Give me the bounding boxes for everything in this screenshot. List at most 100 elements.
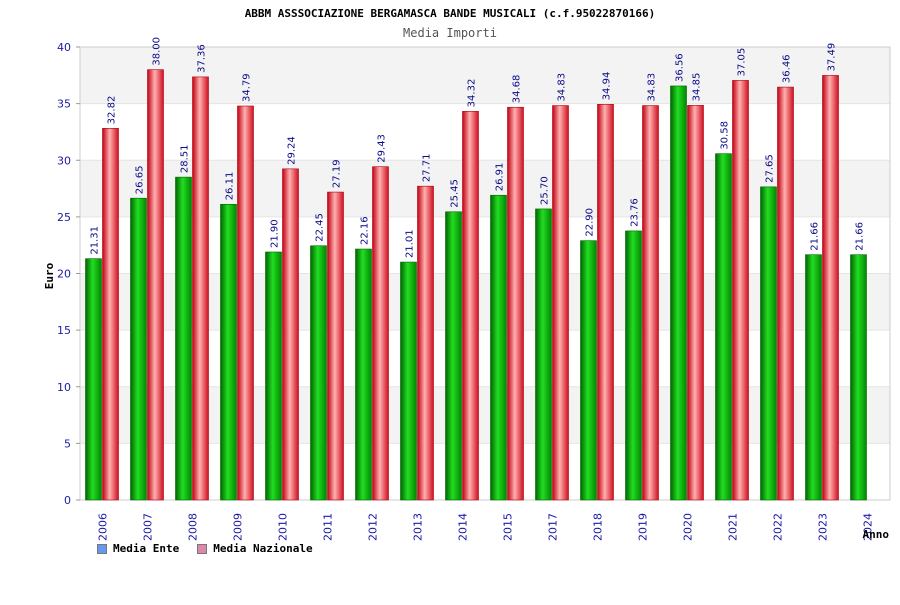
x-tick-label: 2022	[772, 513, 785, 541]
data-label: 32.82	[107, 96, 118, 125]
bar-media-ente	[265, 251, 282, 501]
x-tick-label: 2024	[862, 513, 875, 541]
bar-media-ente	[85, 258, 102, 501]
bar-media-ente	[715, 153, 732, 501]
x-tick-label: 2015	[502, 513, 515, 541]
y-tick-label: 20	[57, 268, 71, 281]
data-label: 34.83	[647, 73, 658, 102]
bar-media-nazionale	[462, 111, 479, 501]
bar-media-nazionale	[147, 69, 164, 501]
chart-subtitle: Media Importi	[403, 26, 497, 40]
data-label: 22.90	[585, 208, 596, 237]
data-label: 36.56	[675, 53, 686, 82]
bar-media-nazionale	[237, 105, 254, 501]
bar-media-ente	[625, 230, 642, 501]
y-axis-label: Euro	[43, 262, 56, 289]
y-tick-label: 25	[57, 211, 71, 224]
x-tick-label: 2017	[547, 513, 560, 541]
x-axis: 2006 2007 2008 2009 2010 2011 2012 2013 2014 2015…	[97, 513, 875, 541]
y-axis: 0 5 10 15 20 25 30 35 40	[57, 41, 80, 507]
data-label: 26.65	[135, 166, 146, 195]
data-label: 34.94	[602, 72, 613, 101]
bar-media-ente	[355, 248, 372, 501]
data-label: 37.36	[197, 44, 208, 73]
x-tick-label: 2009	[232, 513, 245, 541]
bars: 21.31 32.82 26.65 38.00 28.51 37.36 26.11 34.79…	[85, 37, 867, 501]
bar-media-ente	[580, 240, 597, 501]
x-tick-label: 2019	[637, 513, 650, 541]
x-tick-label: 2021	[727, 513, 740, 541]
bar-media-ente	[535, 208, 552, 501]
bar-media-nazionale	[282, 168, 299, 501]
data-label: 37.05	[737, 48, 748, 77]
data-label: 29.24	[287, 136, 298, 165]
data-label: 34.32	[467, 79, 478, 108]
x-tick-label: 2007	[142, 513, 155, 541]
data-label: 21.66	[810, 222, 821, 251]
bar-media-ente	[220, 204, 237, 501]
bar-media-ente	[445, 211, 462, 501]
data-label: 29.43	[377, 134, 388, 163]
x-axis-label: Anno	[863, 528, 890, 541]
x-tick-label: 2006	[97, 513, 110, 541]
data-label: 27.71	[422, 154, 433, 183]
chart-title: ABBM ASSSOCIAZIONE BERGAMASCA BANDE MUSI…	[245, 7, 656, 20]
data-label: 27.19	[332, 159, 343, 188]
bar-media-nazionale	[642, 105, 659, 501]
bar-media-nazionale	[822, 75, 839, 501]
data-label: 25.70	[540, 176, 551, 205]
grid-band	[80, 273, 890, 331]
plot-background	[79, 46, 891, 501]
x-tick-label: 2011	[322, 513, 335, 541]
legend-label-media-ente: Media Ente	[113, 542, 180, 555]
legend-item-media-ente: Media Ente	[97, 542, 179, 555]
y-tick-label: 0	[64, 494, 71, 507]
y-tick-label: 5	[64, 437, 71, 450]
data-label: 36.46	[782, 54, 793, 83]
bar-media-ente	[760, 186, 777, 501]
x-tick-label: 2013	[412, 513, 425, 541]
bar-media-ente	[310, 245, 327, 501]
data-label: 34.68	[512, 75, 523, 104]
bar-media-nazionale	[372, 166, 389, 501]
bar-media-nazionale	[102, 128, 119, 501]
x-tick-label: 2023	[817, 513, 830, 541]
data-label: 22.45	[315, 213, 326, 242]
legend-swatch-media-ente	[97, 543, 107, 554]
bar-media-ente	[805, 254, 822, 501]
data-label: 27.65	[765, 154, 776, 183]
data-label: 21.90	[270, 219, 281, 248]
x-tick-label: 2014	[457, 513, 470, 541]
bar-media-nazionale	[327, 191, 344, 501]
x-tick-label: 2020	[682, 513, 695, 541]
data-label: 34.83	[557, 73, 568, 102]
data-label: 30.58	[720, 121, 731, 150]
legend-swatch-media-nazionale	[197, 543, 208, 554]
data-label: 28.51	[180, 144, 191, 173]
grid-band	[80, 47, 890, 104]
data-label: 21.01	[405, 229, 416, 258]
bar-media-nazionale	[192, 76, 209, 501]
bar-media-nazionale	[777, 86, 794, 501]
bar-media-nazionale	[552, 105, 569, 501]
y-tick-label: 30	[57, 154, 71, 167]
grid-band	[80, 386, 890, 444]
data-label: 21.31	[90, 226, 101, 255]
y-tick-label: 10	[57, 381, 71, 394]
y-tick-label: 40	[57, 41, 71, 54]
legend: Media Ente Media Nazionale	[97, 542, 313, 555]
y-tick-label: 15	[57, 324, 71, 337]
x-tick-label: 2008	[187, 513, 200, 541]
data-label: 38.00	[152, 37, 163, 66]
data-label: 37.49	[827, 43, 838, 72]
data-label: 26.91	[495, 163, 506, 192]
y-tick-label: 35	[57, 98, 71, 111]
grid-band	[80, 160, 890, 217]
x-tick-label: 2010	[277, 513, 290, 541]
bar-media-ente	[670, 85, 687, 501]
bar-media-nazionale	[732, 80, 749, 501]
bar-media-ente	[850, 254, 867, 501]
legend-item-media-nazionale: Media Nazionale	[197, 542, 313, 555]
bar-media-ente	[175, 176, 192, 501]
